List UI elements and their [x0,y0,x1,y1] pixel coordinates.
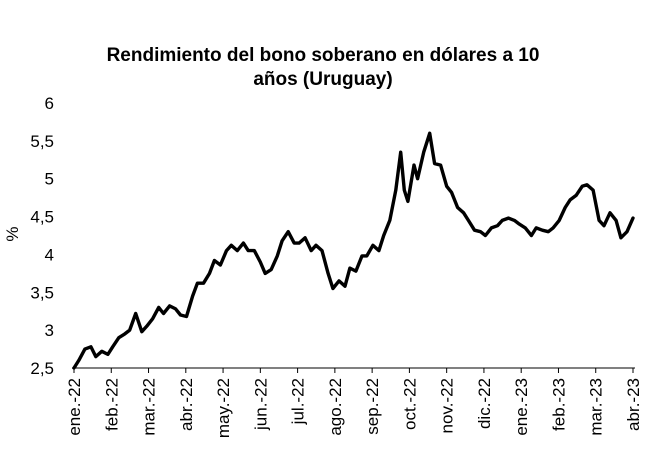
x-tick-label: feb.-23 [549,378,568,431]
y-tick-label: 4,5 [30,208,54,227]
x-tick-label: mar.-23 [587,378,606,436]
y-tick-label: 6 [45,94,54,113]
x-tick-label: oct.-22 [400,378,419,430]
y-tick-label: 3 [45,321,54,340]
x-tick-label: ene.-22 [65,378,84,436]
y-tick-label: 5,5 [30,132,54,151]
x-tick-label: may.-22 [214,378,233,438]
y-axis-ticks: 6 5,5 5 4,5 4 3,5 3 2,5 [30,94,54,378]
x-tick-label: mar.-22 [140,378,159,436]
x-tick-label: abr.-23 [624,378,643,431]
x-tick-label: jul.-22 [289,378,308,425]
x-axis-tick-marks [73,368,634,373]
x-tick-label: ago.-22 [326,378,345,436]
y-tick-label: 4 [45,245,54,264]
series-line-yield [72,131,635,370]
x-axis-ticks: ene.-22 feb.-22 mar.-22 abr.-22 may.-22 jun.-… [65,378,643,438]
x-tick-label: abr.-22 [177,378,196,431]
y-tick-label: 5 [45,170,54,189]
y-axis-label: % [3,226,22,241]
x-tick-label: jun.-22 [251,378,270,431]
chart-title-line-2: años (Uruguay) [253,69,393,90]
x-tick-label: nov.-22 [438,378,457,433]
x-tick-label: sep.-22 [363,378,382,435]
chart-title: Rendimiento del bono soberano en dólares… [0,44,646,92]
y-tick-label: 3,5 [30,283,54,302]
y-tick-label: 2,5 [30,359,54,378]
x-tick-label: dic.-22 [475,378,494,429]
x-tick-label: feb.-22 [102,378,121,431]
chart-title-line-1: Rendimiento del bono soberano en dólares… [106,45,540,66]
x-tick-label: ene.-23 [512,378,531,436]
